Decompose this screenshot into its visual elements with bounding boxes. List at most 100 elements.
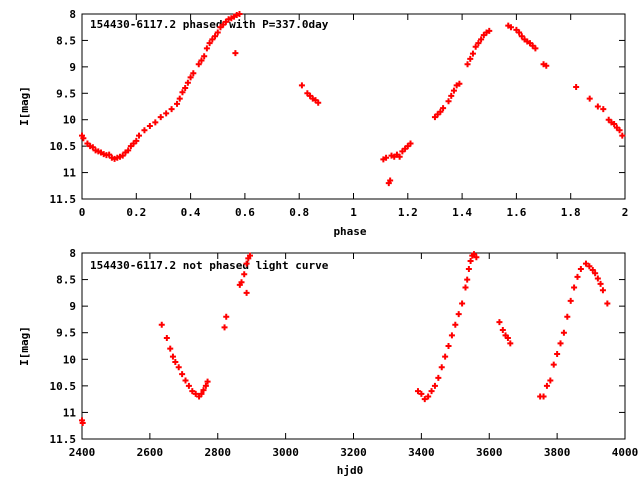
data-point: [298, 82, 305, 89]
data-point: [518, 33, 525, 40]
x-tick-label: 2600: [137, 446, 164, 459]
data-point: [399, 148, 406, 155]
data-point: [438, 364, 445, 371]
data-point: [176, 95, 183, 102]
data-point: [445, 343, 452, 349]
data-point: [421, 396, 428, 403]
data-point: [241, 271, 248, 278]
data-point: [206, 40, 213, 47]
data-point: [221, 324, 228, 331]
y-tick-label: 9.5: [56, 87, 76, 100]
data-point: [402, 145, 409, 152]
data-point: [435, 374, 442, 381]
axis-ticks: 2400 2600 2800 3000 3200 3400 3600 3800 4000 8 8.5…: [50, 247, 639, 459]
data-point: [146, 123, 153, 130]
data-point: [238, 279, 245, 286]
data-point: [79, 420, 86, 427]
data-point: [594, 103, 601, 110]
x-tick-label: 3400: [408, 446, 435, 459]
data-point: [616, 127, 623, 134]
data-point: [393, 151, 400, 158]
data-point: [80, 135, 87, 142]
y-tick-label: 10: [63, 114, 76, 127]
data-point: [453, 82, 460, 89]
data-point: [196, 393, 203, 400]
chart-title: 154430-6117.2 phased with P=337.0day: [90, 18, 329, 31]
data-point: [89, 144, 96, 151]
data-point: [613, 124, 620, 131]
data-point: [179, 89, 186, 96]
data-point: [198, 57, 205, 64]
data-point: [573, 83, 580, 90]
data-point: [246, 252, 253, 259]
data-point: [163, 335, 170, 342]
data-point: [521, 36, 528, 43]
data-point: [404, 143, 411, 150]
data-point: [557, 340, 564, 347]
x-tick-label: 0.6: [235, 206, 255, 219]
data-point: [391, 153, 398, 160]
data-points: [79, 251, 611, 427]
data-point: [236, 281, 243, 288]
data-point: [483, 29, 490, 36]
data-point: [475, 40, 482, 47]
data-point: [127, 143, 134, 150]
x-tick-label: 1.2: [398, 206, 418, 219]
data-point: [190, 70, 197, 77]
data-point: [540, 393, 547, 400]
data-point: [212, 33, 219, 40]
y-tick-label: 11: [63, 167, 77, 180]
data-point: [169, 353, 176, 360]
data-point: [388, 152, 395, 159]
data-point: [469, 50, 476, 57]
data-point: [243, 289, 250, 296]
data-point: [222, 18, 229, 25]
data-point: [157, 114, 164, 121]
data-point: [425, 393, 432, 400]
data-point: [189, 388, 196, 395]
x-tick-label: 0.2: [126, 206, 146, 219]
data-point: [202, 382, 209, 389]
data-point: [380, 156, 387, 163]
y-tick-label: 8: [69, 8, 76, 21]
data-point: [200, 387, 207, 394]
data-point: [502, 332, 509, 339]
data-point: [450, 87, 457, 94]
data-point: [448, 332, 455, 339]
data-point: [108, 154, 115, 161]
data-point: [220, 21, 227, 28]
data-point: [225, 16, 232, 23]
data-point: [513, 26, 520, 33]
data-point: [445, 98, 452, 105]
data-point: [554, 350, 561, 357]
data-point: [478, 36, 485, 43]
data-point: [114, 154, 121, 161]
data-point: [467, 257, 474, 264]
data-point: [130, 140, 137, 147]
data-point: [567, 297, 574, 304]
x-tick-label: 0.4: [181, 206, 201, 219]
data-point: [564, 313, 571, 320]
data-point: [95, 148, 102, 155]
x-tick-label: 2400: [69, 446, 96, 459]
data-point: [592, 270, 599, 277]
data-point: [594, 275, 601, 282]
data-point: [577, 265, 584, 272]
data-point: [383, 154, 390, 161]
data-point: [312, 97, 319, 104]
data-point: [195, 61, 202, 68]
x-tick-label: 2: [622, 206, 629, 219]
chart-title: 154430-6117.2 not phased light curve: [90, 259, 329, 272]
data-point: [168, 106, 175, 113]
data-point: [98, 149, 105, 156]
data-point: [158, 321, 165, 328]
y-tick-label: 10.5: [50, 380, 77, 393]
data-point: [87, 143, 94, 150]
plot-frame: [81, 252, 626, 440]
data-point: [182, 377, 189, 384]
data-point: [480, 32, 487, 39]
data-point: [228, 15, 235, 22]
data-point: [608, 119, 615, 126]
data-point: [223, 313, 230, 320]
data-point: [543, 382, 550, 389]
